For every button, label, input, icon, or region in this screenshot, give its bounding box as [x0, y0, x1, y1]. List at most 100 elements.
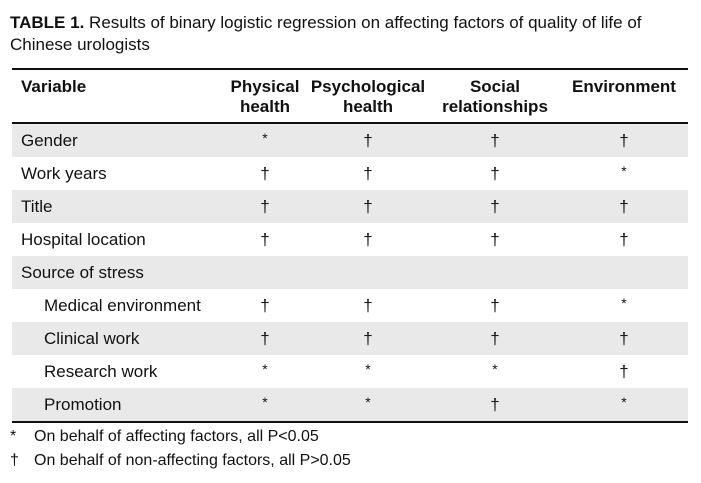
row-label: Research work — [44, 361, 158, 381]
cell-social-relationships: † — [430, 230, 560, 250]
dagger-mark: † — [619, 361, 629, 381]
cell-psychological-health: † — [306, 329, 430, 349]
cell-environment: † — [560, 230, 688, 250]
cell-physical-health: * — [224, 360, 306, 382]
cell-physical-health: * — [224, 129, 306, 151]
table-row: Clinical work † † † † — [12, 322, 688, 355]
dagger-mark: † — [490, 328, 500, 348]
cell-social-relationships: † — [430, 395, 560, 415]
cell-environment: † — [560, 197, 688, 217]
cell-psychological-health: * — [306, 360, 430, 382]
cell-physical-health: † — [224, 197, 306, 217]
dagger-mark: † — [619, 229, 629, 249]
dagger-mark: † — [260, 229, 270, 249]
cell-physical-health: † — [224, 329, 306, 349]
dagger-mark: † — [619, 130, 629, 150]
dagger-mark: † — [363, 196, 373, 216]
header-variable: Variable — [21, 77, 87, 96]
cell-social-relationships: † — [430, 197, 560, 217]
dagger-mark: † — [490, 295, 500, 315]
results-table: Variable Physical health Psychological h… — [12, 68, 688, 423]
cell-social-relationships: † — [430, 296, 560, 316]
dagger-mark: † — [363, 328, 373, 348]
header-psychological-health: Psychological health — [310, 77, 426, 116]
dagger-mark: † — [490, 130, 500, 150]
table-row: Research work * * * † — [12, 355, 688, 388]
dagger-mark: † — [619, 328, 629, 348]
header-rule — [12, 122, 688, 124]
table-header: Variable Physical health Psychological h… — [12, 70, 688, 122]
asterisk-mark: * — [365, 360, 371, 377]
table-row: Medical environment † † † * — [12, 289, 688, 322]
cell-physical-health: † — [224, 296, 306, 316]
table-row: Source of stress — [12, 256, 688, 289]
caption-text: Results of binary logistic regression on… — [10, 13, 642, 54]
table-row: Title † † † † — [12, 190, 688, 223]
footnote-marker: * — [10, 428, 17, 445]
asterisk-mark: * — [621, 393, 627, 410]
cell-environment: † — [560, 329, 688, 349]
cell-environment: * — [560, 162, 688, 184]
dagger-mark: † — [260, 163, 270, 183]
row-label: Medical environment — [44, 295, 201, 315]
dagger-mark: † — [260, 328, 270, 348]
row-label: Clinical work — [44, 328, 140, 348]
cell-social-relationships: † — [430, 164, 560, 184]
cell-psychological-health: † — [306, 296, 430, 316]
row-label: Gender — [21, 130, 78, 150]
row-label: Hospital location — [21, 229, 146, 249]
cell-physical-health: † — [224, 230, 306, 250]
cell-environment: * — [560, 294, 688, 316]
cell-environment: † — [560, 362, 688, 382]
cell-psychological-health: † — [306, 164, 430, 184]
footnote-marker: † — [10, 452, 19, 469]
cell-physical-health: † — [224, 164, 306, 184]
cell-social-relationships: * — [430, 360, 560, 382]
dagger-mark: † — [490, 229, 500, 249]
table-row: Gender * † † † — [12, 124, 688, 157]
bottom-rule — [12, 421, 688, 423]
cell-psychological-health: † — [306, 131, 430, 151]
row-label: Promotion — [44, 394, 122, 414]
table-body: Gender * † † † Work years † † † * Title † † † † Hospita… — [12, 124, 688, 421]
asterisk-mark: * — [262, 393, 268, 410]
footnote-text: On behalf of non-affecting factors, all … — [34, 452, 351, 469]
table-row: Work years † † † * — [12, 157, 688, 190]
asterisk-mark: * — [492, 360, 498, 377]
dagger-mark: † — [363, 130, 373, 150]
footnote-non-affecting: † On behalf of non-affecting factors, all… — [10, 450, 351, 472]
cell-psychological-health: * — [306, 393, 430, 415]
dagger-mark: † — [363, 295, 373, 315]
table-caption: TABLE 1. Results of binary logistic regr… — [10, 12, 690, 56]
cell-social-relationships: † — [430, 131, 560, 151]
dagger-mark: † — [490, 394, 500, 414]
header-physical-health: Physical health — [230, 77, 300, 116]
cell-psychological-health: † — [306, 230, 430, 250]
cell-environment: * — [560, 393, 688, 415]
cell-physical-health: * — [224, 393, 306, 415]
row-label: Work years — [21, 163, 107, 183]
cell-environment: † — [560, 131, 688, 151]
asterisk-mark: * — [365, 393, 371, 410]
cell-social-relationships: † — [430, 329, 560, 349]
top-rule — [12, 68, 688, 70]
dagger-mark: † — [260, 295, 270, 315]
row-label: Title — [21, 196, 53, 216]
dagger-mark: † — [490, 196, 500, 216]
caption-label: TABLE 1. — [10, 13, 85, 32]
dagger-mark: † — [363, 229, 373, 249]
asterisk-mark: * — [621, 294, 627, 311]
asterisk-mark: * — [262, 129, 268, 146]
cell-psychological-health: † — [306, 197, 430, 217]
footnote-text: On behalf of affecting factors, all P<0.… — [34, 428, 319, 445]
row-label: Source of stress — [21, 262, 144, 282]
dagger-mark: † — [490, 163, 500, 183]
header-environment: Environment — [572, 77, 676, 96]
dagger-mark: † — [363, 163, 373, 183]
header-social-relationships: Social relationships — [442, 77, 548, 116]
dagger-mark: † — [260, 196, 270, 216]
dagger-mark: † — [619, 196, 629, 216]
footnote-affecting: * On behalf of affecting factors, all P<0… — [10, 426, 319, 448]
asterisk-mark: * — [621, 162, 627, 179]
asterisk-mark: * — [262, 360, 268, 377]
